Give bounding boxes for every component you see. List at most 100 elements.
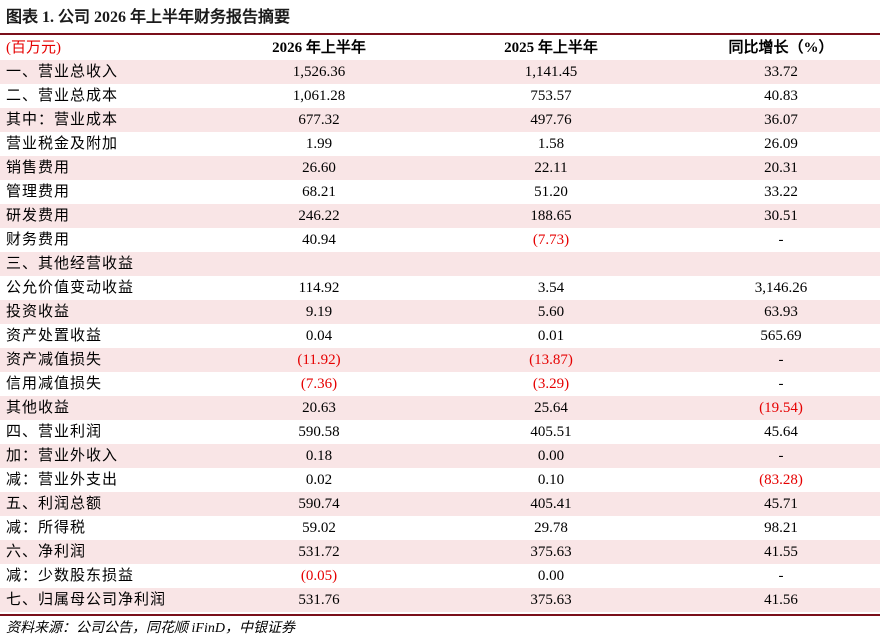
table-row: 资产处置收益 0.04 0.01 565.69 (0, 324, 880, 348)
value-yoy: 40.83 (764, 88, 798, 104)
value-2026h1: 0.18 (305, 448, 333, 464)
value-2026h1: 590.74 (298, 496, 340, 512)
row-label: 减：营业外支出 (6, 472, 119, 488)
row-label: 四、营业利润 (6, 424, 103, 440)
value-yoy: 26.09 (764, 136, 798, 152)
table-row: 投资收益 9.19 5.60 63.93 (0, 300, 880, 324)
value-2025h1: 0.10 (537, 472, 565, 488)
value-yoy: 98.21 (764, 520, 798, 536)
value-2025h1: (13.87) (529, 352, 573, 368)
row-label: 五、利润总额 (6, 496, 103, 512)
value-yoy: (83.28) (759, 472, 803, 488)
value-yoy: 33.22 (764, 184, 798, 200)
value-2026h1: (7.36) (300, 376, 338, 392)
table-row: 加：营业外收入 0.18 0.00 - (0, 444, 880, 468)
value-2026h1: 1.99 (305, 136, 333, 152)
value-2025h1: 25.64 (534, 400, 568, 416)
value-2026h1: 68.21 (302, 184, 336, 200)
value-yoy: 36.07 (764, 112, 798, 128)
value-2026h1: 677.32 (298, 112, 340, 128)
table-row: 七、归属母公司净利润 531.76 375.63 41.56 (0, 588, 880, 612)
table-row: 其中：营业成本 677.32 497.76 36.07 (0, 108, 880, 132)
value-yoy: - (778, 448, 784, 464)
table-row: 管理费用 68.21 51.20 33.22 (0, 180, 880, 204)
row-label: 财务费用 (6, 232, 71, 248)
table-row: 销售费用 26.60 22.11 20.31 (0, 156, 880, 180)
row-label: 投资收益 (6, 304, 71, 320)
table-row: 公允价值变动收益 114.92 3.54 3,146.26 (0, 276, 880, 300)
value-2025h1: 405.41 (530, 496, 572, 512)
column-header-2026h1: 2026 年上半年 (272, 40, 366, 56)
unit-label: (百万元) (6, 40, 61, 56)
value-2025h1: 753.57 (530, 88, 572, 104)
table-row: 三、其他经营收益 (0, 252, 880, 276)
table-row: 四、营业利润 590.58 405.51 45.64 (0, 420, 880, 444)
value-2026h1: 531.72 (298, 544, 340, 560)
value-2025h1: 375.63 (530, 544, 572, 560)
bottom-rule (0, 614, 880, 616)
value-yoy: 33.72 (764, 64, 798, 80)
value-yoy: - (778, 232, 784, 248)
value-2026h1: 531.76 (298, 592, 340, 608)
value-2026h1: 20.63 (302, 400, 336, 416)
table-row: 六、净利润 531.72 375.63 41.55 (0, 540, 880, 564)
value-2026h1: 9.19 (305, 304, 333, 320)
value-yoy: 41.55 (764, 544, 798, 560)
value-yoy: 30.51 (764, 208, 798, 224)
value-2026h1: 114.92 (298, 280, 340, 296)
row-label: 其中：营业成本 (6, 112, 119, 128)
value-2025h1: 3.54 (537, 280, 565, 296)
value-2025h1: 0.00 (537, 448, 565, 464)
value-yoy: 45.64 (764, 424, 798, 440)
value-2025h1: 188.65 (530, 208, 572, 224)
table-row: 二、营业总成本 1,061.28 753.57 40.83 (0, 84, 880, 108)
table-row: 资产减值损失 (11.92) (13.87) - (0, 348, 880, 372)
value-2025h1: 5.60 (537, 304, 565, 320)
table-row: 财务费用 40.94 (7.73) - (0, 228, 880, 252)
row-label: 资产减值损失 (6, 352, 103, 368)
table-row: 减：营业外支出 0.02 0.10 (83.28) (0, 468, 880, 492)
value-yoy: - (778, 376, 784, 392)
value-yoy: - (778, 568, 784, 584)
row-label: 资产处置收益 (6, 328, 103, 344)
row-label: 六、净利润 (6, 544, 87, 560)
value-2026h1: (11.92) (297, 352, 341, 368)
value-2025h1: 1,141.45 (524, 64, 578, 80)
value-yoy: - (778, 352, 784, 368)
value-2025h1: (7.73) (532, 232, 570, 248)
value-2025h1: 1.58 (537, 136, 565, 152)
row-label: 研发费用 (6, 208, 71, 224)
source-note: 资料来源：公司公告，同花顺 iFinD，中银证券 (6, 621, 295, 636)
value-yoy: 63.93 (764, 304, 798, 320)
value-2025h1: (3.29) (532, 376, 570, 392)
table-row: 研发费用 246.22 188.65 30.51 (0, 204, 880, 228)
value-2025h1 (420, 252, 682, 276)
row-label: 一、营业总收入 (6, 64, 119, 80)
table-row: 其他收益 20.63 25.64 (19.54) (0, 396, 880, 420)
row-label: 其他收益 (6, 400, 71, 416)
table-row: 减：少数股东损益 (0.05) 0.00 - (0, 564, 880, 588)
value-yoy (682, 252, 880, 276)
value-2026h1 (218, 252, 420, 276)
column-header-yoy: 同比增长（%） (728, 40, 834, 56)
value-2025h1: 29.78 (534, 520, 568, 536)
row-label: 销售费用 (6, 160, 71, 176)
value-2025h1: 0.00 (537, 568, 565, 584)
value-2025h1: 405.51 (530, 424, 572, 440)
value-2025h1: 0.01 (537, 328, 565, 344)
value-2026h1: 26.60 (302, 160, 336, 176)
value-2026h1: 40.94 (302, 232, 336, 248)
row-label: 加：营业外收入 (6, 448, 119, 464)
table-row: 信用减值损失 (7.36) (3.29) - (0, 372, 880, 396)
value-2026h1: (0.05) (300, 568, 338, 584)
financial-summary-table: (百万元) 2026 年上半年 2025 年上半年 同比增长（%） 一、营业总收… (0, 36, 880, 612)
value-2025h1: 375.63 (530, 592, 572, 608)
value-2026h1: 246.22 (298, 208, 340, 224)
table-row: 减：所得税 59.02 29.78 98.21 (0, 516, 880, 540)
value-2026h1: 1,061.28 (292, 88, 346, 104)
column-header-2025h1: 2025 年上半年 (504, 40, 598, 56)
row-label: 减：少数股东损益 (6, 568, 135, 584)
value-2025h1: 497.76 (530, 112, 572, 128)
row-label: 二、营业总成本 (6, 88, 119, 104)
table-row: 五、利润总额 590.74 405.41 45.71 (0, 492, 880, 516)
